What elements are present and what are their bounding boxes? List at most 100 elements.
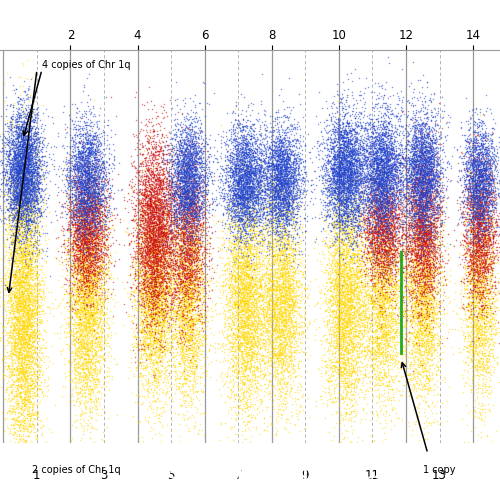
Point (408, 288, 416, 296)
Point (256, 282, 264, 290)
Point (349, 364, 357, 372)
Point (474, 230, 482, 237)
Point (242, 320, 250, 328)
Point (244, 262, 252, 270)
Point (461, 166, 469, 173)
Point (10, 228, 18, 236)
Point (395, 160, 403, 168)
Point (355, 268, 363, 276)
Point (400, 261, 407, 269)
Point (20, 168, 28, 176)
Point (74, 262, 82, 270)
Point (422, 284, 430, 292)
Point (339, 178, 347, 186)
Point (391, 304, 399, 312)
Point (139, 319, 147, 327)
Point (250, 367, 258, 375)
Point (192, 172, 200, 180)
Point (416, 288, 424, 296)
Point (150, 236, 158, 244)
Point (377, 322, 385, 330)
Point (22, 187, 30, 195)
Point (410, 242, 418, 250)
Point (80, 288, 88, 296)
Point (180, 256, 188, 264)
Point (76, 218, 84, 226)
Point (272, 173, 280, 181)
Point (138, 262, 145, 270)
Point (240, 190, 248, 198)
Point (183, 335, 191, 343)
Point (181, 232, 189, 239)
Point (376, 188, 384, 196)
Point (372, 130, 380, 138)
Point (406, 286, 413, 294)
Point (15, 190, 23, 198)
Point (332, 264, 340, 272)
Point (170, 144, 177, 152)
Point (254, 357, 262, 365)
Point (180, 312, 188, 320)
Point (86, 206, 94, 214)
Point (94, 280, 102, 288)
Point (176, 179, 184, 187)
Point (20, 172, 28, 180)
Point (78, 180, 86, 188)
Point (186, 250, 194, 258)
Point (382, 226, 390, 234)
Point (22, 164, 30, 172)
Point (156, 281, 164, 289)
Point (87, 224, 95, 232)
Point (159, 307, 167, 315)
Point (147, 234, 155, 242)
Point (326, 180, 334, 188)
Point (413, 204, 421, 212)
Point (192, 286, 200, 294)
Point (368, 190, 376, 198)
Point (393, 245, 401, 253)
Point (24, 270, 32, 278)
Point (157, 230, 165, 238)
Point (62, 149, 70, 157)
Point (267, 145, 275, 153)
Point (274, 283, 282, 291)
Point (96, 297, 104, 305)
Point (78, 253, 86, 261)
Point (21, 161, 29, 169)
Point (18, 199, 25, 207)
Point (230, 136, 238, 144)
Point (26, 336, 34, 344)
Point (0, 374, 8, 382)
Point (155, 301, 163, 309)
Point (76, 163, 84, 171)
Point (238, 227, 246, 235)
Point (276, 284, 283, 292)
Point (150, 202, 158, 210)
Point (186, 174, 194, 182)
Point (280, 238, 288, 246)
Point (22, 168, 30, 176)
Point (465, 246, 473, 254)
Point (386, 204, 394, 212)
Point (334, 234, 342, 242)
Point (478, 145, 486, 153)
Point (29, 252, 37, 260)
Point (468, 162, 476, 170)
Point (250, 208, 258, 216)
Point (280, 204, 287, 212)
Point (350, 286, 358, 294)
Point (334, 117, 342, 125)
Point (408, 206, 416, 214)
Point (150, 286, 158, 294)
Point (367, 227, 375, 235)
Point (151, 272, 159, 280)
Point (176, 174, 184, 182)
Point (29, 138, 37, 146)
Point (406, 200, 414, 208)
Point (86, 420, 94, 428)
Point (390, 192, 398, 200)
Point (139, 295, 147, 303)
Point (151, 336, 159, 344)
Point (54, 188, 62, 196)
Point (259, 355, 267, 363)
